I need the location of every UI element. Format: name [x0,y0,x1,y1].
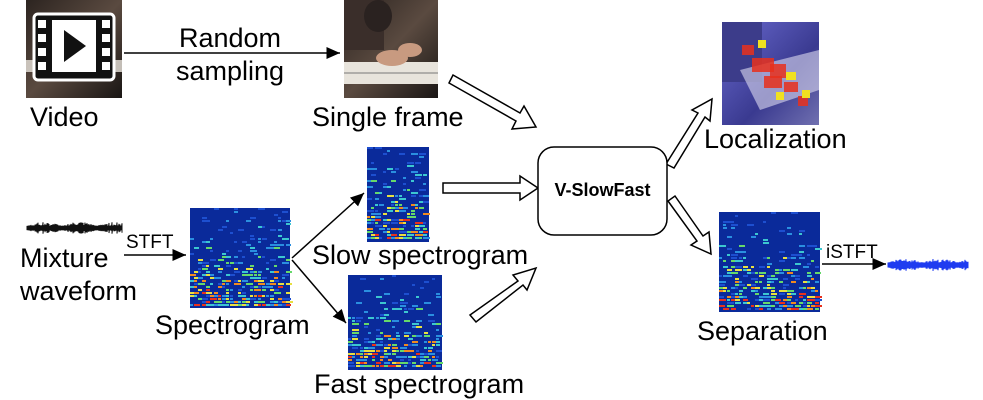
fast-spectrogram-label: Fast spectrogram [314,369,525,399]
slow-spectrogram-image [367,147,430,242]
hollow-arrow-slow-to-model [442,174,540,202]
spectrogram-label: Spectrogram [155,310,310,340]
mixture-line-1: Mixture [20,243,109,273]
localization-label: Localization [704,124,847,154]
hollow-arrow-fast-to-model [468,266,538,324]
fast-spectrogram-image [348,275,443,370]
video-label: Video [30,102,99,132]
slow-spectrogram-label: Slow spectrogram [312,240,529,270]
hollow-arrow-frame-to-model [448,73,538,130]
random-sampling-line-2: sampling [175,56,285,86]
hollow-arrow-model-to-separation [666,194,712,256]
istft-label: iSTFT [826,242,878,263]
mixture-waveform-label: Mixture waveform [20,242,137,308]
output-waveform [887,258,969,272]
model-box [537,146,668,236]
film-play-icon [32,12,116,82]
arrow-to-slow [291,192,365,259]
random-sampling-label: Random sampling [160,22,300,88]
stft-label: STFT [126,232,174,253]
localization-image [722,22,819,125]
hollow-arrow-model-to-localization [664,97,713,169]
arrow-to-fast [291,259,347,324]
separation-label: Separation [697,316,828,346]
random-sampling-line-1: Random [178,23,282,53]
single-frame-image [344,0,438,98]
separated-spectrogram-image [719,212,822,312]
model-label: V-SlowFast [554,180,651,200]
video-thumbnail [26,0,122,98]
mixture-line-2: waveform [20,276,138,306]
spectrogram-image [190,208,293,308]
single-frame-label: Single frame [312,102,464,132]
mixture-waveform [26,222,123,234]
